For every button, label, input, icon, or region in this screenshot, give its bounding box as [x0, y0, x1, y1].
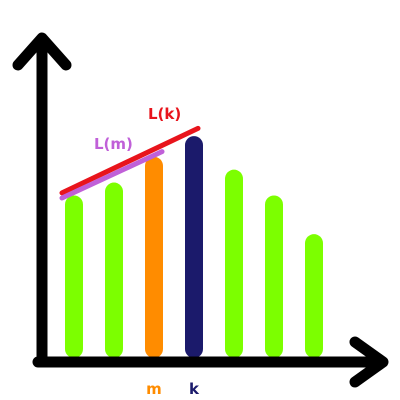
line-label-lm: L(m) — [94, 135, 133, 153]
axes-layer — [12, 32, 389, 388]
bar-7 — [305, 234, 323, 358]
line-lk — [59, 125, 201, 196]
bar-2 — [105, 182, 123, 358]
tick-label-m: m — [146, 380, 162, 398]
bar-1 — [65, 195, 83, 358]
bars-layer — [65, 136, 323, 358]
bar-4 — [185, 136, 203, 358]
tick-label-k: k — [189, 380, 200, 398]
line-lm — [59, 149, 165, 201]
labels-layer: L(k) L(m) m k — [94, 105, 200, 398]
x-axis-arrowhead — [349, 336, 389, 388]
lines-layer — [59, 125, 201, 201]
bar-6 — [265, 195, 283, 358]
bar-5 — [225, 169, 243, 358]
bar-3 — [145, 156, 163, 358]
line-label-lk: L(k) — [148, 105, 181, 123]
y-axis-arrowhead — [12, 32, 72, 71]
